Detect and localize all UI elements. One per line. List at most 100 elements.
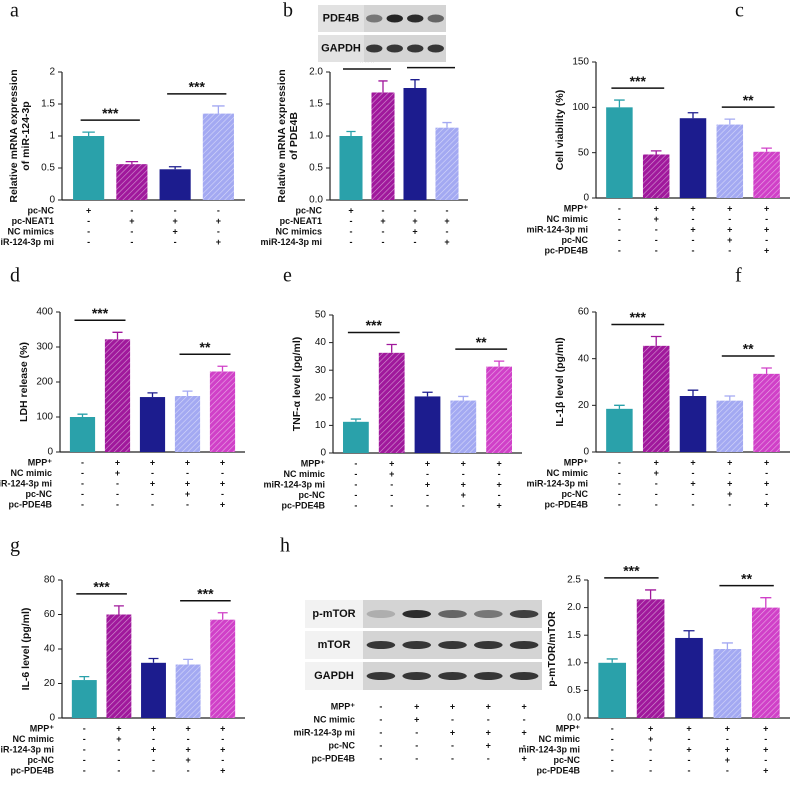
condition-label: miR-124-3p mi (263, 479, 325, 489)
condition-sign: + (763, 765, 768, 775)
y-tick-label: 20 (315, 392, 327, 403)
y-tick-label: 0 (320, 448, 326, 459)
condition-sign: + (764, 457, 769, 467)
condition-sign: + (461, 458, 466, 468)
condition-sign: - (414, 237, 417, 247)
condition-sign: + (450, 701, 455, 711)
condition-sign: + (727, 203, 732, 213)
condition-sign: - (81, 478, 84, 488)
error-bar (378, 80, 388, 93)
condition-sign: - (655, 245, 658, 255)
condition-sign: - (87, 237, 90, 247)
bar (371, 92, 395, 200)
condition-sign: - (523, 714, 526, 724)
condition-label: NC mimic (10, 468, 52, 478)
condition-sign: - (379, 727, 382, 737)
condition-sign: - (415, 753, 418, 763)
bar (606, 107, 633, 198)
condition-sign: + (185, 755, 190, 765)
y-tick-label: 50 (315, 310, 327, 321)
condition-sign: - (618, 457, 621, 467)
condition-label: pc-NC (562, 489, 589, 499)
condition-label: pc-PDE4B (544, 245, 588, 255)
error-bar (410, 79, 420, 88)
condition-sign: + (220, 723, 225, 733)
error-bar (458, 395, 469, 401)
condition-sign: + (648, 723, 653, 733)
condition-sign: - (618, 478, 621, 488)
y-tick-label: 60 (44, 609, 56, 620)
y-tick-label: 150 (572, 57, 589, 68)
bar (210, 619, 236, 718)
condition-sign: + (654, 214, 659, 224)
condition-sign: - (379, 701, 382, 711)
condition-label: MPP⁺ (30, 723, 55, 733)
bar (69, 417, 96, 452)
y-axis-label: Relative mRNA expression (276, 69, 288, 202)
error-bar (350, 418, 362, 422)
condition-sign: - (726, 765, 729, 775)
condition-sign: - (692, 489, 695, 499)
error-bar (147, 392, 158, 398)
bar (378, 352, 405, 453)
significance-label: ** (200, 339, 211, 355)
significance-label: *** (630, 309, 647, 325)
condition-sign: - (83, 723, 86, 733)
condition-sign: - (451, 714, 454, 724)
condition-sign: + (151, 723, 156, 733)
condition-sign: - (116, 489, 119, 499)
blot-band (402, 672, 432, 680)
condition-sign: + (654, 203, 659, 213)
blot-label: GAPDH (321, 42, 361, 54)
condition-sign: + (150, 457, 155, 467)
y-axis-label: of miR-124-3p (20, 101, 32, 170)
condition-sign: + (216, 216, 221, 226)
condition-sign: + (220, 765, 225, 775)
condition-sign: + (444, 216, 449, 226)
condition-sign: - (83, 744, 86, 754)
condition-sign: + (172, 216, 177, 226)
condition-sign: + (220, 478, 225, 488)
panel-letter: a (10, 0, 19, 22)
condition-sign: + (686, 744, 691, 754)
error-bar (614, 99, 625, 108)
condition-label: NC mimic (283, 469, 325, 479)
condition-sign: - (765, 489, 768, 499)
condition-sign: + (521, 727, 526, 737)
condition-sign: + (150, 478, 155, 488)
condition-sign: - (692, 214, 695, 224)
condition-sign: - (390, 500, 393, 510)
significance-label: *** (189, 79, 206, 95)
condition-sign: + (115, 468, 120, 478)
condition-sign: - (117, 765, 120, 775)
error-bar (493, 360, 505, 367)
blot-band (366, 641, 396, 649)
condition-sign: - (152, 755, 155, 765)
y-tick-label: 100 (36, 412, 53, 423)
bar (403, 88, 427, 200)
y-tick-label: 2.0 (567, 602, 581, 613)
condition-label: pc-NC (296, 205, 323, 215)
condition-label: miR-124-3p mi (0, 744, 54, 754)
condition-sign: - (618, 203, 621, 213)
error-bar (721, 642, 733, 649)
condition-sign: - (618, 224, 621, 234)
y-axis-label: Cell viability (%) (554, 90, 566, 171)
y-tick-label: 1.0 (309, 131, 323, 142)
error-bar (79, 675, 90, 681)
condition-sign: - (174, 205, 177, 215)
condition-sign: - (611, 765, 614, 775)
condition-sign: - (379, 714, 382, 724)
blot-band (509, 641, 539, 649)
condition-label: pc-PDE4B (8, 499, 52, 509)
condition-sign: - (354, 469, 357, 479)
condition-sign: + (496, 479, 501, 489)
condition-sign: - (382, 205, 385, 215)
condition-label: pc-NC (329, 740, 356, 750)
bar (106, 614, 132, 718)
condition-sign: + (486, 727, 491, 737)
panel-letter: e (283, 265, 292, 287)
y-tick-label: 0 (47, 447, 53, 458)
panel-letter: b (283, 0, 293, 22)
blot-band (386, 14, 403, 23)
